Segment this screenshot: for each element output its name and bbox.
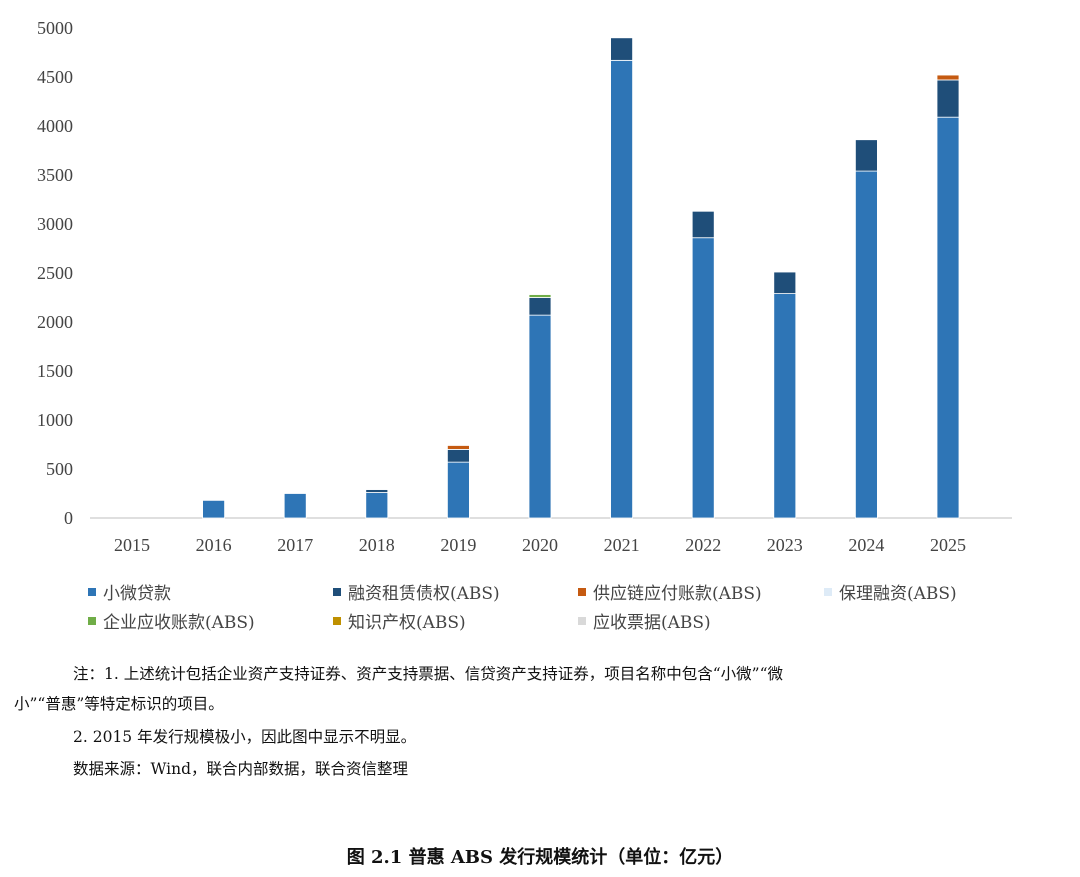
figure-caption: 图 2.1 普惠 ABS 发行规模统计（单位：亿元） — [346, 847, 734, 868]
y-tick-label: 4500 — [37, 67, 73, 87]
legend-swatch — [333, 616, 341, 625]
note-line-2: 小”“普惠”等特定标识的项目。 — [14, 695, 224, 713]
bar-segment — [446, 448, 470, 463]
y-tick-label: 4000 — [37, 116, 73, 136]
legend-swatch — [88, 616, 96, 625]
y-tick-label: 3500 — [37, 165, 73, 185]
y-tick-label: 0 — [64, 508, 73, 528]
legend-item: 小微贷款 — [88, 578, 333, 605]
legend-label: 知识产权(ABS) — [348, 613, 466, 633]
bar-segment — [283, 493, 307, 519]
legend-label: 保理融资(ABS) — [839, 584, 957, 604]
legend-swatch — [88, 587, 96, 596]
y-tick-label: 500 — [46, 459, 73, 479]
bar-segment — [446, 445, 470, 450]
legend-label: 应收票据(ABS) — [593, 613, 711, 633]
x-tick-label: 2024 — [848, 535, 884, 555]
bar-segment — [202, 499, 226, 519]
note-line-3: 2. 2015 年发行规模极小，因此图中显示不明显。 — [73, 728, 417, 746]
x-tick-label: 2017 — [277, 535, 313, 555]
bar-segment — [855, 170, 878, 519]
x-tick-label: 2016 — [196, 535, 232, 555]
legend-label: 供应链应付账款(ABS) — [593, 584, 762, 604]
x-tick-label: 2023 — [767, 535, 803, 555]
bar-segment — [936, 74, 960, 81]
x-tick-label: 2015 — [114, 535, 150, 555]
legend-swatch — [578, 616, 586, 625]
bar-segment — [773, 271, 797, 294]
bar-segment — [773, 293, 797, 519]
bar-segment — [936, 116, 960, 519]
x-tick-label: 2018 — [359, 535, 395, 555]
bar-segment — [691, 237, 715, 519]
bar-segment — [528, 314, 552, 519]
legend-item: 保理融资(ABS) — [824, 578, 1068, 605]
legend-swatch — [333, 587, 341, 596]
x-tick-label: 2025 — [930, 535, 966, 555]
x-tick-label: 2019 — [440, 535, 476, 555]
y-tick-label: 2500 — [37, 263, 73, 283]
x-tick-label: 2020 — [522, 535, 558, 555]
x-tick-label: 2022 — [685, 535, 721, 555]
bar-segment — [365, 492, 389, 519]
y-tick-label: 1500 — [37, 361, 73, 381]
bar-segment — [691, 210, 715, 239]
note-line-1: 注：1. 上述统计包括企业资产支持证券、资产支持票据、信贷资产支持证券，项目名称… — [73, 665, 783, 683]
legend-swatch — [578, 587, 586, 596]
legend-label: 企业应收账款(ABS) — [103, 613, 255, 633]
bars — [202, 37, 960, 519]
x-tick-label: 2021 — [604, 535, 640, 555]
bar-segment — [855, 139, 878, 172]
bar-segment — [610, 59, 633, 519]
bar-segment — [936, 79, 960, 118]
y-axis: 0 500 1000 1500 2000 2500 3000 3500 4000 4500 5000 — [37, 18, 73, 528]
y-tick-label: 5000 — [37, 18, 73, 38]
legend-item: 企业应收账款(ABS) — [88, 607, 333, 634]
x-axis: 2015 2016 2017 2018 2019 2020 2021 2022 2023 2024… — [114, 535, 966, 555]
legend-item: 融资租赁债权(ABS) — [333, 578, 578, 605]
legend-label: 融资租赁债权(ABS) — [348, 584, 500, 604]
legend-label: 小微贷款 — [103, 584, 171, 604]
legend-item: 应收票据(ABS) — [578, 607, 824, 634]
bar-segment — [610, 37, 633, 61]
y-tick-label: 2000 — [37, 312, 73, 332]
y-tick-label: 1000 — [37, 410, 73, 430]
y-tick-label: 3000 — [37, 214, 73, 234]
legend-item: 供应链应付账款(ABS) — [578, 578, 824, 605]
bar-segment — [528, 294, 552, 298]
bar-segment — [446, 461, 470, 519]
legend-swatch — [824, 587, 832, 596]
legend: 小微贷款 融资租赁债权(ABS) 供应链应付账款(ABS) 保理融资(ABS) 企业应收… — [88, 578, 1068, 634]
stacked-bar-chart: 0 500 1000 1500 2000 2500 3000 3500 4000 4500 5000… — [37, 18, 1012, 555]
bar-segment — [528, 297, 552, 316]
bar-segment — [365, 489, 389, 493]
data-source: 数据来源：Wind，联合内部数据，联合资信整理 — [73, 760, 409, 778]
legend-item: 知识产权(ABS) — [333, 607, 578, 634]
